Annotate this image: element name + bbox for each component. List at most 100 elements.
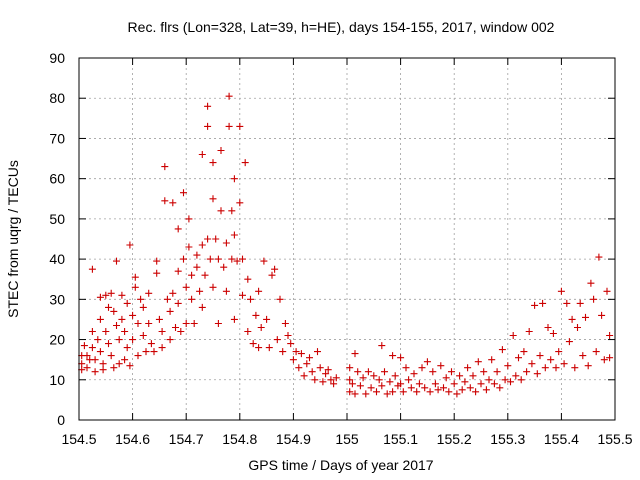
data-point <box>145 289 153 297</box>
data-point <box>297 350 305 358</box>
data-point <box>209 195 217 203</box>
x-tick-label: 155.1 <box>383 431 418 447</box>
data-point <box>316 364 324 372</box>
data-point <box>107 289 115 297</box>
data-point <box>536 352 544 360</box>
data-point <box>587 279 595 287</box>
data-point <box>121 328 129 335</box>
data-point <box>273 336 281 344</box>
data-point <box>314 348 321 356</box>
data-point <box>241 159 249 167</box>
data-point <box>469 372 477 380</box>
data-point <box>574 324 581 331</box>
data-point <box>509 332 517 339</box>
data-point <box>185 215 193 223</box>
x-axis-label: GPS time / Days of year 2017 <box>248 457 433 473</box>
data-point <box>123 344 131 352</box>
data-point <box>450 380 458 388</box>
data-point <box>289 356 297 364</box>
y-tick-label: 40 <box>49 251 65 267</box>
data-point <box>121 356 129 364</box>
data-point <box>102 328 110 335</box>
data-point <box>598 311 606 319</box>
data-point <box>174 299 182 307</box>
data-point <box>204 102 212 110</box>
data-point <box>153 269 161 277</box>
data-point <box>180 189 187 197</box>
data-point <box>544 324 552 331</box>
data-point <box>96 293 104 301</box>
x-tick-label: 154.7 <box>169 431 204 447</box>
data-point <box>442 374 450 382</box>
data-point <box>448 368 455 376</box>
data-point <box>115 336 123 344</box>
plot-frame <box>78 57 616 421</box>
data-point <box>174 225 182 233</box>
data-point <box>155 315 163 323</box>
data-point <box>482 386 490 394</box>
data-point <box>563 299 571 307</box>
data-point <box>206 255 214 263</box>
data-point <box>327 376 335 384</box>
data-point <box>520 348 528 356</box>
data-point <box>80 342 88 350</box>
data-point <box>399 388 407 396</box>
data-point <box>515 354 522 362</box>
data-point <box>397 354 405 362</box>
data-point <box>193 251 201 259</box>
data-point <box>456 372 464 380</box>
data-point <box>295 364 303 372</box>
data-point <box>370 372 378 380</box>
data-point <box>134 352 142 360</box>
data-point <box>225 122 233 130</box>
data-point <box>434 386 442 394</box>
data-point <box>375 376 383 384</box>
data-point <box>260 257 268 265</box>
data-point <box>158 328 166 335</box>
data-point <box>271 265 279 273</box>
data-point <box>407 384 415 392</box>
data-point <box>461 378 469 386</box>
data-point <box>180 255 187 263</box>
data-point <box>354 368 362 376</box>
data-point <box>110 364 118 372</box>
data-point <box>415 380 423 388</box>
data-point <box>255 287 263 295</box>
data-point <box>217 207 225 215</box>
data-point <box>541 364 549 372</box>
data-point <box>292 348 300 356</box>
data-point <box>96 315 104 323</box>
data-point <box>579 352 587 360</box>
data-point <box>565 338 573 346</box>
data-point <box>83 364 91 372</box>
data-point <box>528 360 536 368</box>
data-point <box>496 384 504 392</box>
data-point <box>236 199 244 207</box>
data-point <box>346 388 354 396</box>
data-point <box>249 340 257 348</box>
x-tick-label: 155.5 <box>597 431 632 447</box>
data-point <box>386 378 394 386</box>
data-point <box>265 344 273 352</box>
data-point <box>209 283 217 291</box>
data-point <box>389 388 397 396</box>
data-point <box>584 362 592 370</box>
data-point <box>169 289 177 297</box>
data-point <box>239 291 246 299</box>
data-point <box>230 315 238 323</box>
data-point <box>196 287 204 295</box>
data-point <box>356 382 364 390</box>
data-point <box>193 263 201 271</box>
x-tick-label: 155 <box>335 431 359 447</box>
data-point <box>105 303 112 311</box>
data-point <box>139 332 147 339</box>
data-point <box>431 380 439 388</box>
y-tick-label: 10 <box>49 372 65 388</box>
data-point <box>163 295 171 303</box>
data-point <box>279 348 287 356</box>
data-point <box>571 364 579 372</box>
data-point <box>391 372 399 380</box>
data-point <box>485 376 493 384</box>
y-tick-label: 90 <box>49 50 65 66</box>
data-point <box>263 315 271 323</box>
